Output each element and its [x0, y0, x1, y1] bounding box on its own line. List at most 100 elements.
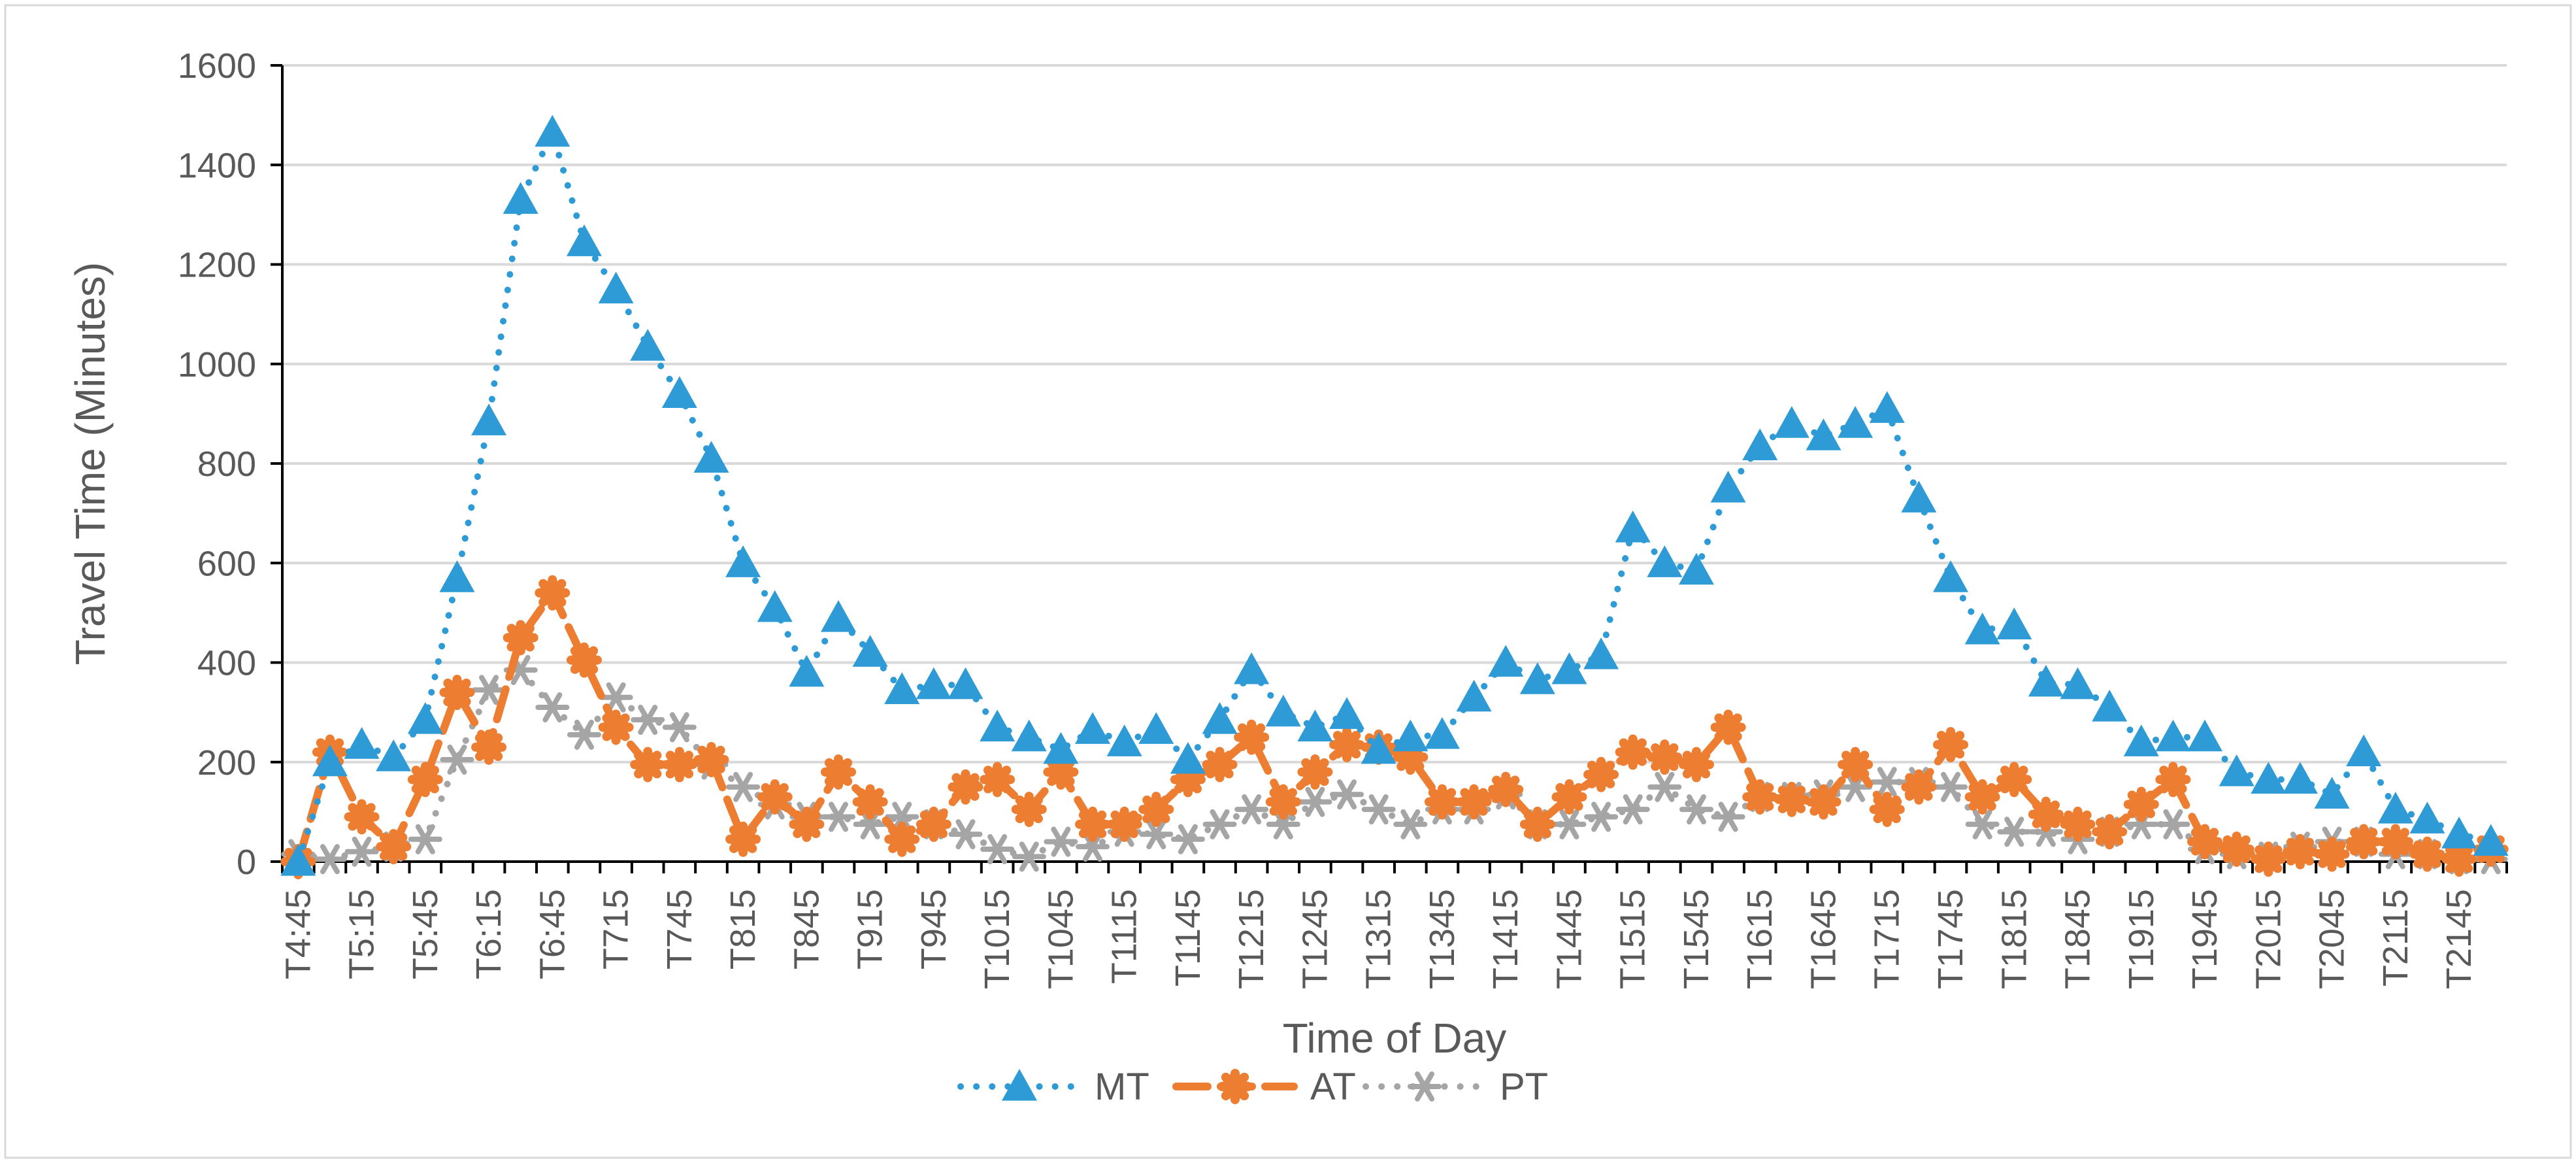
- data-point-pt: [599, 682, 633, 713]
- data-point-mt: [1615, 510, 1651, 543]
- data-point-pt: [1170, 824, 1205, 854]
- data-point-at: [2060, 806, 2096, 842]
- data-point-pt: [1647, 771, 1682, 802]
- x-tick-label: T5:15: [342, 889, 382, 979]
- data-point-mt: [2346, 734, 2382, 767]
- data-point-at: [2314, 836, 2350, 872]
- data-point-pt: [2156, 809, 2190, 839]
- data-point-at: [1519, 806, 1555, 842]
- data-point-mt: [1964, 613, 2000, 645]
- data-point-at: [948, 769, 983, 805]
- x-tick-label: T2115: [2376, 889, 2415, 986]
- data-point-mt: [407, 702, 443, 734]
- legend-item-at: AT: [1172, 1066, 1356, 1108]
- data-point-mt: [884, 672, 920, 704]
- data-point-at: [1806, 784, 1841, 820]
- data-point-pt: [440, 744, 474, 775]
- data-point-at: [598, 709, 634, 745]
- data-point-pt: [1870, 767, 1904, 798]
- data-point-mt: [1075, 712, 1111, 744]
- data-point-mt: [1519, 662, 1555, 694]
- data-point-pt: [1584, 801, 1619, 832]
- y-tick-label: 600: [197, 544, 256, 583]
- data-point-mt: [439, 560, 475, 592]
- data-point-mt: [1297, 709, 1333, 742]
- legend-item-pt: PT: [1362, 1066, 1548, 1108]
- data-point-mt: [1551, 652, 1587, 684]
- x-tick-label: T2145: [2439, 889, 2479, 989]
- x-tick-label: T1145: [1168, 889, 1208, 986]
- data-point-at: [1297, 754, 1333, 790]
- data-point-mt: [1488, 645, 1524, 677]
- series-line-mt: [295, 123, 2494, 865]
- data-point-pt: [344, 836, 379, 867]
- data-point-mt: [821, 599, 856, 632]
- x-tick-label: T6:45: [533, 889, 572, 979]
- data-point-mt: [344, 727, 380, 759]
- data-point-pt: [1330, 779, 1364, 810]
- data-point-at: [2155, 762, 2191, 798]
- data-point-mt: [1678, 552, 1714, 585]
- data-point-at: [407, 762, 443, 798]
- data-point-mt: [1456, 679, 1492, 712]
- x-tick-label: T1415: [1486, 889, 1525, 989]
- x-tick-label: T1715: [1868, 889, 1907, 989]
- x-tick-label: T2045: [2313, 889, 2352, 989]
- data-point-mt: [1106, 724, 1142, 756]
- data-point-mt: [2441, 817, 2477, 849]
- data-point-at: [1869, 792, 1905, 828]
- y-tick-label: 800: [197, 445, 256, 484]
- data-point-pt: [980, 834, 1015, 865]
- series-at: [280, 575, 2509, 879]
- data-point-at: [535, 575, 570, 611]
- x-tick-label: T2015: [2249, 889, 2288, 989]
- legend-label: MT: [1095, 1066, 1149, 1108]
- data-point-mt: [2251, 762, 2287, 794]
- legend-marker-mt: [1002, 1069, 1037, 1101]
- x-tick-label: T1515: [1613, 889, 1653, 989]
- data-point-pt: [1361, 794, 1396, 825]
- data-point-at: [2251, 841, 2287, 877]
- y-axis-title: Travel Time (Minutes): [67, 262, 114, 665]
- data-point-mt: [1583, 637, 1619, 669]
- data-point-at: [1075, 806, 1111, 842]
- data-point-mt: [2028, 664, 2064, 697]
- data-point-mt: [535, 114, 570, 147]
- x-tick-label: T715: [597, 889, 636, 969]
- data-point-mt: [789, 654, 825, 687]
- x-tick-label: T1215: [1232, 889, 1271, 989]
- data-point-mt: [916, 667, 951, 699]
- data-point-mt: [1393, 719, 1428, 752]
- x-tick-label: T1345: [1423, 889, 1462, 989]
- data-point-mt: [1043, 732, 1079, 764]
- data-point-mt: [948, 667, 983, 699]
- data-point-at: [2219, 831, 2254, 867]
- y-tick-label: 1400: [178, 146, 256, 185]
- data-point-at: [630, 747, 666, 783]
- data-point-at: [693, 741, 729, 777]
- data-point-at: [471, 729, 507, 765]
- data-point-pt: [1076, 832, 1110, 862]
- data-point-mt: [1329, 697, 1365, 730]
- data-point-pt: [1838, 771, 1873, 802]
- data-point-at: [2441, 841, 2477, 877]
- data-point-mt: [2123, 724, 2159, 756]
- data-point-pt: [1711, 801, 1745, 832]
- data-point-mt: [1901, 480, 1937, 513]
- data-point-pt: [662, 712, 697, 743]
- legend-marker-at: [1217, 1069, 1253, 1104]
- data-point-at: [503, 620, 538, 656]
- data-point-at: [884, 821, 920, 857]
- x-tick-label: T945: [914, 889, 953, 969]
- data-point-at: [1424, 784, 1460, 820]
- data-point-at: [1456, 784, 1492, 820]
- data-point-mt: [1234, 652, 1270, 684]
- data-point-pt: [408, 824, 442, 854]
- data-point-at: [1138, 792, 1174, 828]
- data-point-at: [1583, 756, 1619, 792]
- x-tick-label: T4:45: [278, 889, 318, 979]
- data-point-pt: [885, 801, 919, 832]
- data-point-pt: [1552, 809, 1587, 839]
- data-point-at: [1234, 719, 1270, 755]
